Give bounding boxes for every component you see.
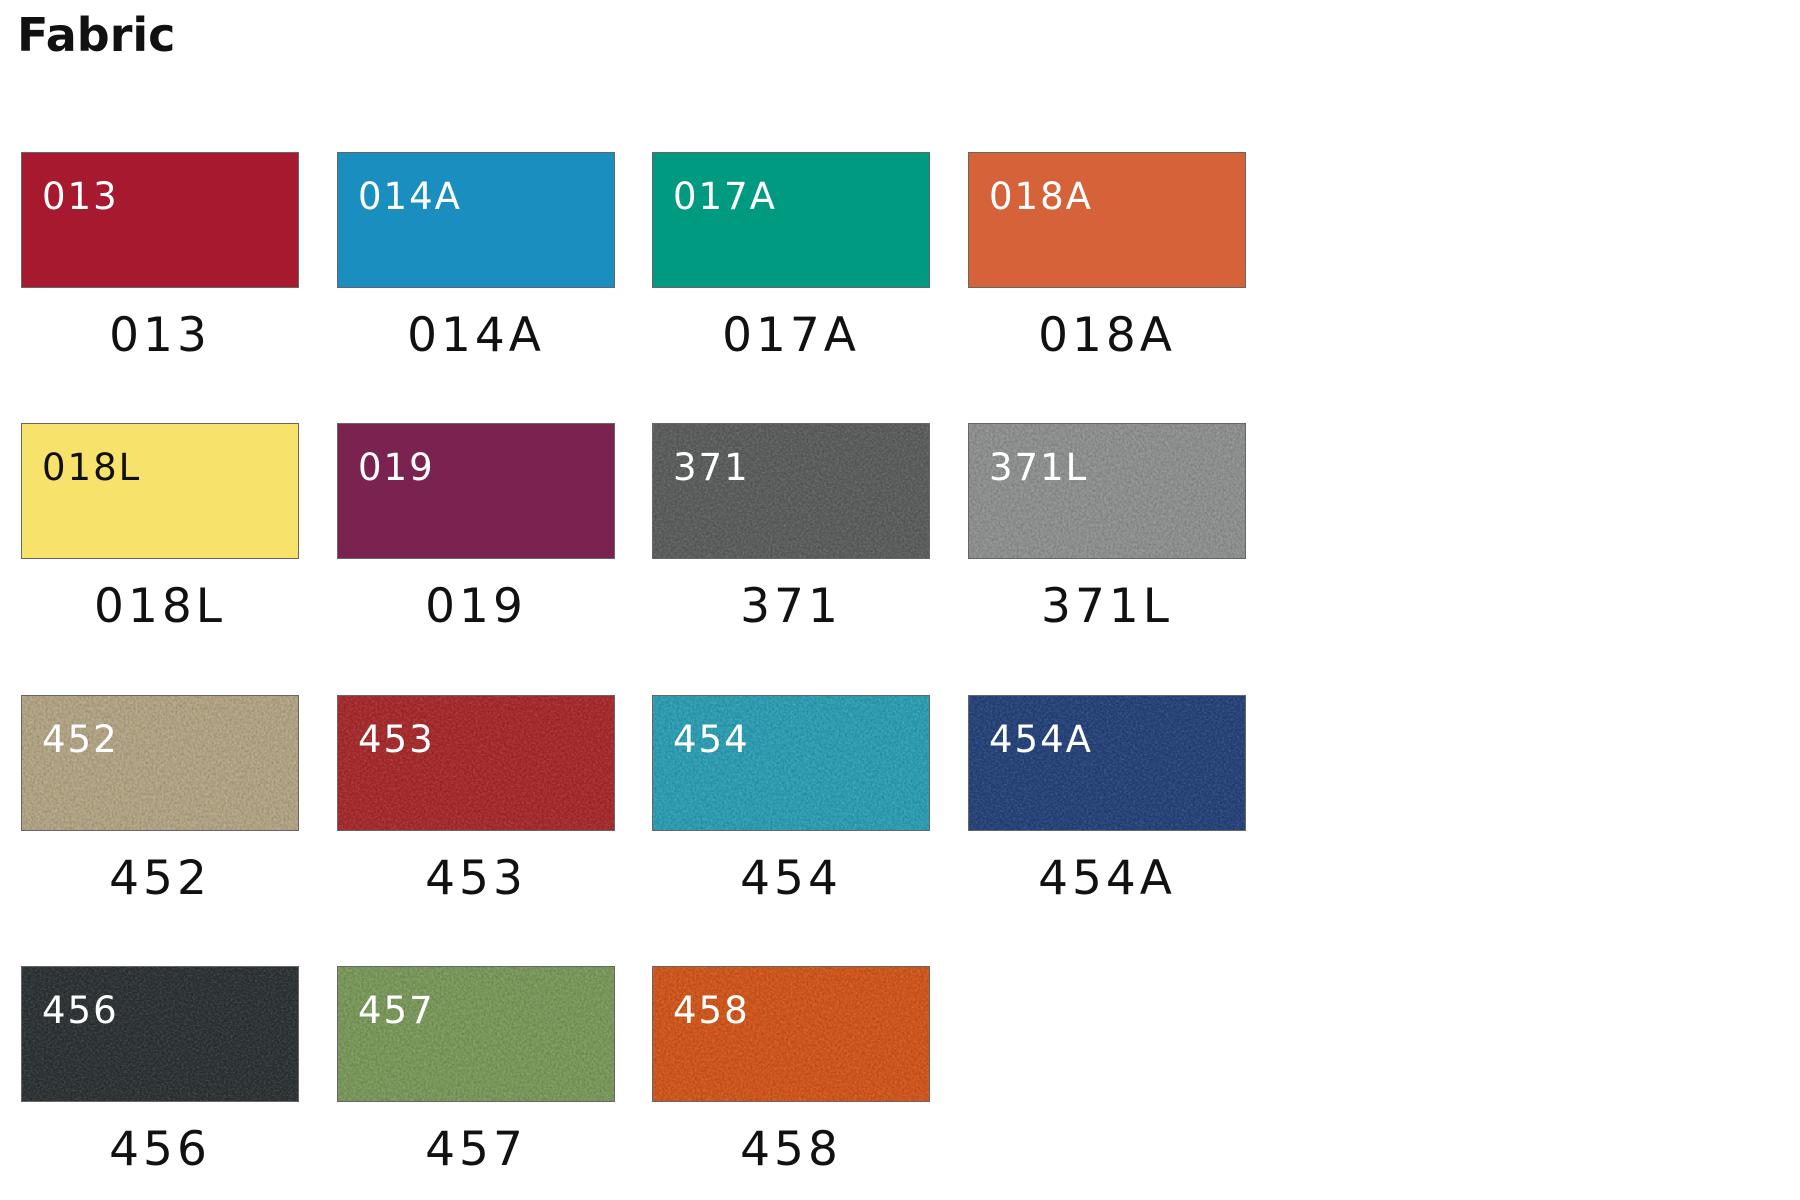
swatch-caption: 454A xyxy=(1038,851,1176,906)
swatch-caption: 456 xyxy=(109,1122,211,1177)
swatch-caption: 453 xyxy=(425,851,527,906)
swatch-code: 452 xyxy=(42,718,119,761)
swatch-code: 457 xyxy=(358,989,435,1032)
swatch-code: 456 xyxy=(42,989,119,1032)
swatch-caption: 454 xyxy=(740,851,842,906)
texture-layer xyxy=(338,696,614,830)
texture xyxy=(22,696,298,830)
swatch: 018L xyxy=(21,423,299,559)
swatch-code: 018L xyxy=(42,446,142,489)
swatch-code: 018A xyxy=(989,175,1093,218)
swatch: 458 xyxy=(652,966,930,1102)
texture xyxy=(653,696,929,830)
texture xyxy=(653,967,929,1101)
swatch-caption: 018L xyxy=(94,579,226,634)
swatch: 452 xyxy=(21,695,299,831)
swatch: 018A xyxy=(968,152,1246,288)
swatch-code: 013 xyxy=(42,175,119,218)
texture-layer xyxy=(22,967,298,1101)
texture xyxy=(338,696,614,830)
texture xyxy=(653,424,929,558)
swatch-caption: 018A xyxy=(1038,308,1176,363)
swatch-caption: 458 xyxy=(740,1122,842,1177)
swatch-caption: 371 xyxy=(740,579,842,634)
swatch: 013 xyxy=(21,152,299,288)
texture xyxy=(969,696,1245,830)
texture-layer xyxy=(653,424,929,558)
swatch: 017A xyxy=(652,152,930,288)
swatch-code: 017A xyxy=(673,175,777,218)
texture-layer xyxy=(653,696,929,830)
swatch-code: 454 xyxy=(673,718,750,761)
texture xyxy=(22,967,298,1101)
title: Fabric xyxy=(17,8,176,62)
swatch-code: 458 xyxy=(673,989,750,1032)
swatch-code: 454A xyxy=(989,718,1093,761)
texture xyxy=(969,424,1245,558)
swatch: 371 xyxy=(652,423,930,559)
swatch-caption: 457 xyxy=(425,1122,527,1177)
swatch: 454A xyxy=(968,695,1246,831)
swatch: 371L xyxy=(968,423,1246,559)
swatch: 457 xyxy=(337,966,615,1102)
swatch: 019 xyxy=(337,423,615,559)
swatch-caption: 014A xyxy=(407,308,545,363)
swatch: 014A xyxy=(337,152,615,288)
swatch-caption: 013 xyxy=(109,308,211,363)
swatch-code: 019 xyxy=(358,446,435,489)
swatch-code: 371L xyxy=(989,446,1089,489)
swatch: 454 xyxy=(652,695,930,831)
texture-layer xyxy=(653,967,929,1101)
swatch-code: 014A xyxy=(358,175,462,218)
swatch-code: 453 xyxy=(358,718,435,761)
texture-layer xyxy=(969,696,1245,830)
texture xyxy=(338,967,614,1101)
swatch-caption: 452 xyxy=(109,851,211,906)
swatch-caption: 017A xyxy=(722,308,860,363)
texture-layer xyxy=(22,696,298,830)
swatch: 456 xyxy=(21,966,299,1102)
swatch: 453 xyxy=(337,695,615,831)
swatch-code: 371 xyxy=(673,446,750,489)
swatch-caption: 371L xyxy=(1041,579,1173,634)
texture-layer xyxy=(969,424,1245,558)
swatch-caption: 019 xyxy=(425,579,527,634)
texture-layer xyxy=(338,967,614,1101)
